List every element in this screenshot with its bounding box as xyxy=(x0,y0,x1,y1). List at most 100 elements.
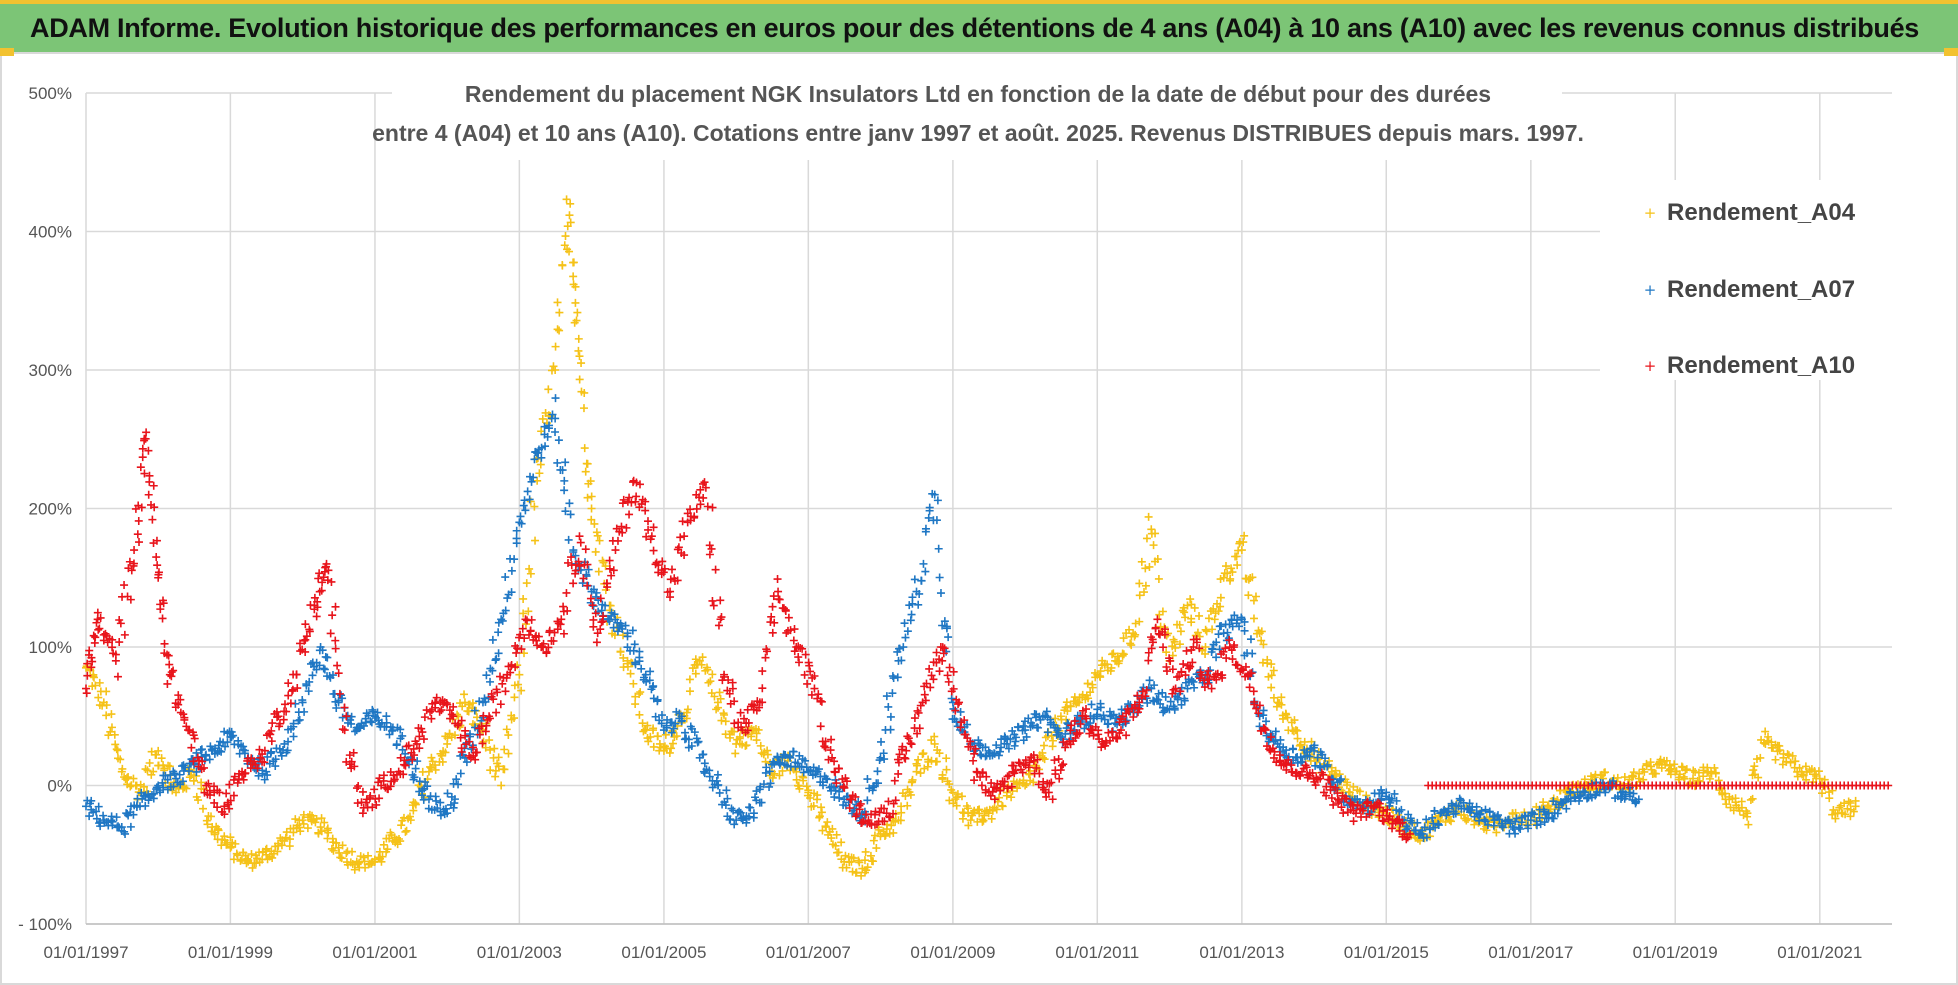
point-rendement_a04 xyxy=(778,766,787,775)
point-rendement_a04 xyxy=(1115,656,1124,665)
point-rendement_a07 xyxy=(1248,649,1257,658)
point-rendement_a07 xyxy=(154,781,163,790)
point-rendement_a04 xyxy=(768,773,777,782)
point-rendement_a07 xyxy=(312,665,321,674)
point-rendement_a10 xyxy=(1311,781,1320,790)
point-rendement_a04 xyxy=(1782,757,1791,766)
y-tick-label: 100% xyxy=(29,638,72,657)
point-rendement_a10 xyxy=(288,687,297,696)
point-rendement_a07 xyxy=(1183,684,1192,693)
point-rendement_a10 xyxy=(810,671,819,680)
x-tick-label: 01/01/2021 xyxy=(1777,943,1862,962)
point-rendement_a10 xyxy=(583,560,592,569)
point-rendement_a10 xyxy=(96,613,105,622)
point-rendement_a04 xyxy=(573,308,582,317)
point-rendement_a04 xyxy=(531,536,540,545)
point-rendement_a04 xyxy=(966,816,975,825)
point-rendement_a04 xyxy=(285,835,294,844)
point-rendement_a04 xyxy=(226,843,235,852)
point-rendement_a10 xyxy=(127,566,136,575)
point-rendement_a04 xyxy=(1650,769,1659,778)
point-rendement_a10 xyxy=(1325,775,1334,784)
point-rendement_a04 xyxy=(157,754,166,763)
point-rendement_a07 xyxy=(112,813,121,822)
point-rendement_a10 xyxy=(1165,654,1174,663)
point-rendement_a07 xyxy=(835,793,844,802)
point-rendement_a10 xyxy=(478,739,487,748)
point-rendement_a10 xyxy=(1203,670,1212,679)
point-rendement_a10 xyxy=(605,556,614,565)
point-rendement_a04 xyxy=(116,755,125,764)
point-rendement_a04 xyxy=(1841,810,1850,819)
point-rendement_a10 xyxy=(1168,665,1177,674)
point-rendement_a10 xyxy=(826,746,835,755)
point-rendement_a04 xyxy=(1186,595,1195,604)
point-rendement_a04 xyxy=(327,844,336,853)
point-rendement_a07 xyxy=(1526,816,1535,825)
point-rendement_a07 xyxy=(721,801,730,810)
legend-marker-a04: + xyxy=(1644,204,1657,222)
point-rendement_a04 xyxy=(1141,581,1150,590)
point-rendement_a10 xyxy=(705,541,714,550)
point-rendement_a07 xyxy=(1268,731,1277,740)
point-rendement_a10 xyxy=(485,714,494,723)
point-rendement_a04 xyxy=(579,404,588,413)
point-rendement_a10 xyxy=(632,478,641,487)
point-rendement_a04 xyxy=(861,847,870,856)
point-rendement_a07 xyxy=(1282,746,1291,755)
point-rendement_a07 xyxy=(436,811,445,820)
data-points xyxy=(82,195,1893,880)
point-rendement_a04 xyxy=(320,818,329,827)
point-rendement_a04 xyxy=(587,515,596,524)
point-rendement_a04 xyxy=(1029,778,1038,787)
point-rendement_a10 xyxy=(1207,684,1216,693)
point-rendement_a10 xyxy=(1296,771,1305,780)
point-rendement_a04 xyxy=(1126,639,1135,648)
point-rendement_a04 xyxy=(296,827,305,836)
point-rendement_a07 xyxy=(623,629,632,638)
point-rendement_a04 xyxy=(1226,574,1235,583)
point-rendement_a04 xyxy=(697,660,706,669)
point-rendement_a07 xyxy=(693,738,702,747)
point-rendement_a07 xyxy=(227,732,236,741)
point-rendement_a04 xyxy=(1263,659,1272,668)
point-rendement_a04 xyxy=(1227,564,1236,573)
point-rendement_a10 xyxy=(703,502,712,511)
point-rendement_a10 xyxy=(241,769,250,778)
point-rendement_a10 xyxy=(1352,809,1360,818)
point-rendement_a04 xyxy=(1705,774,1714,783)
point-rendement_a10 xyxy=(678,517,687,526)
point-rendement_a10 xyxy=(1050,756,1059,765)
point-rendement_a10 xyxy=(575,562,584,571)
point-rendement_a07 xyxy=(454,780,463,789)
point-rendement_a04 xyxy=(124,773,133,782)
point-rendement_a07 xyxy=(271,755,280,764)
point-rendement_a10 xyxy=(660,564,669,573)
x-tick-label: 01/01/2007 xyxy=(766,943,851,962)
point-rendement_a10 xyxy=(133,530,142,539)
point-rendement_a10 xyxy=(88,657,97,666)
point-rendement_a10 xyxy=(865,819,874,828)
point-rendement_a04 xyxy=(1771,755,1780,764)
point-rendement_a10 xyxy=(920,690,929,699)
point-rendement_a10 xyxy=(501,687,510,696)
point-rendement_a07 xyxy=(332,703,341,712)
point-rendement_a10 xyxy=(574,557,583,566)
point-rendement_a07 xyxy=(530,455,539,464)
point-rendement_a10 xyxy=(120,630,129,639)
point-rendement_a04 xyxy=(945,780,954,789)
point-rendement_a07 xyxy=(516,512,525,521)
legend-label-a07: Rendement_A07 xyxy=(1667,276,1855,303)
point-rendement_a10 xyxy=(415,744,424,753)
point-rendement_a10 xyxy=(1117,726,1126,735)
point-rendement_a07 xyxy=(1143,698,1152,707)
point-rendement_a07 xyxy=(481,697,490,706)
point-rendement_a10 xyxy=(817,697,826,706)
point-rendement_a10 xyxy=(707,544,716,553)
point-rendement_a07 xyxy=(486,677,495,686)
point-rendement_a10 xyxy=(120,581,129,590)
point-rendement_a10 xyxy=(605,564,614,573)
point-rendement_a10 xyxy=(498,679,507,688)
point-rendement_a04 xyxy=(1355,787,1364,796)
point-rendement_a04 xyxy=(502,725,511,734)
